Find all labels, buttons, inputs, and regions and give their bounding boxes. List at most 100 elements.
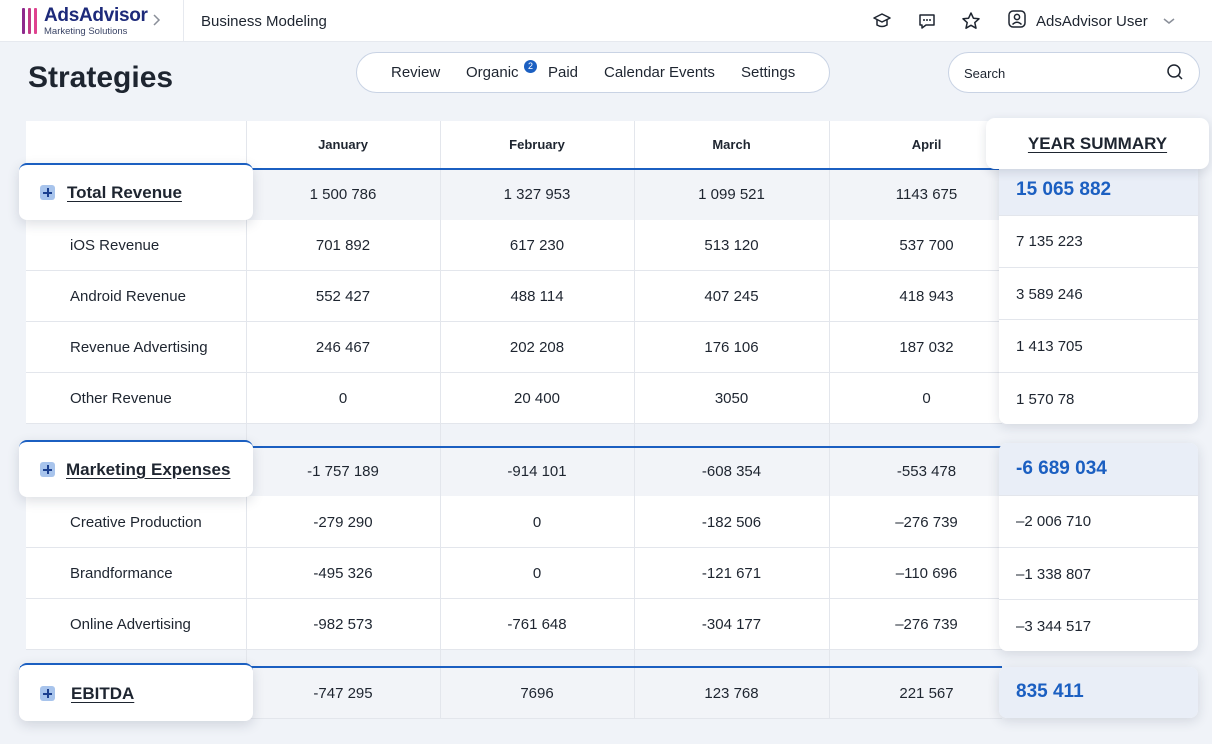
table-cell: 513 120 [704,237,759,254]
summary-value: 7 135 223 [1016,233,1083,250]
table-cell: -747 295 [313,685,373,702]
year-summary-label[interactable]: YEAR SUMMARY [1027,134,1168,153]
column-header-january[interactable]: January [318,137,368,152]
star-icon[interactable] [960,10,982,32]
page-title: Strategies [28,61,174,94]
search-input[interactable] [964,63,1154,83]
row-label: Brandformance [70,565,173,582]
breadcrumb-chevron-icon [152,12,166,30]
group-gap [26,424,1002,446]
table-cell: 1 099 521 [698,186,765,203]
table-cell: -304 177 [701,616,762,633]
user-name: AdsAdvisor User [1036,12,1148,30]
row-label: Online Advertising [70,616,191,633]
table-cell: –276 739 [895,514,958,531]
year-summary-header[interactable]: YEAR SUMMARY [986,118,1209,169]
summary-value: 1 570 78 [1016,391,1075,408]
logo-subtitle: Marketing Solutions [44,25,128,37]
table-cell: 537 700 [899,237,954,254]
table-cell: -121 671 [701,565,762,582]
row-divider [26,321,1002,322]
top-bar: AdsAdvisor Marketing Solutions Business … [0,0,1212,42]
summary-value: 3 589 246 [1016,286,1083,303]
strategy-table [26,121,1002,719]
tab-paid[interactable]: Paid [548,64,579,81]
topbar-divider [183,0,184,42]
table-cell: -553 478 [896,463,957,480]
table-cell: 552 427 [315,288,371,305]
search-icon[interactable] [1165,62,1185,82]
table-cell: 246 467 [315,339,371,356]
group-separator [20,666,1002,668]
row-label: iOS Revenue [70,237,160,254]
group-title[interactable]: EBITDA [71,684,135,703]
chat-icon[interactable] [916,10,938,32]
row-divider [26,649,1002,650]
user-menu[interactable]: AdsAdvisor User [1007,9,1176,33]
row-label: Creative Production [70,514,202,531]
table-cell: -608 354 [701,463,762,480]
summary-value: –2 006 710 [1016,513,1092,530]
summary-total: 15 065 882 [1016,179,1112,200]
column-divider [246,121,247,719]
row-divider [26,718,1002,719]
group-header-total-revenue[interactable]: Total Revenue [19,163,253,220]
summary-total: -6 689 034 [1016,458,1107,479]
table-cell: 488 114 [510,288,564,305]
user-icon [1007,9,1027,34]
table-cell: 0 [922,390,931,407]
table-cell: 3050 [714,390,749,407]
table-cell: 407 245 [704,288,759,305]
group-header-ebitda[interactable]: EBITDA [19,663,253,721]
group-title[interactable]: Marketing Expenses [66,460,231,479]
breadcrumb-current-page[interactable]: Business Modeling [201,13,327,30]
chevron-down-icon [1162,16,1176,26]
tab-review[interactable]: Review [391,64,441,81]
table-cell: 123 768 [704,685,759,702]
expand-plus-icon[interactable] [40,462,55,477]
table-cell: 1 500 786 [309,186,377,203]
column-header-march[interactable]: March [712,137,751,152]
table-cell: 701 892 [315,237,371,254]
table-cell: 187 032 [899,339,954,356]
table-cell: 7696 [520,685,554,702]
column-header-april[interactable]: April [911,137,942,152]
table-cell: 418 943 [899,288,954,305]
graduation-cap-icon[interactable] [871,10,893,32]
tab-organic[interactable]: Organic [466,64,519,81]
table-cell: -914 101 [507,463,567,480]
app-logo[interactable]: AdsAdvisor Marketing Solutions [22,6,148,36]
group-title[interactable]: Total Revenue [67,183,182,202]
strategy-tabs: Review Organic Paid Calendar Events Sett… [356,52,830,93]
year-summary-ebitda: 835 411 [999,667,1198,718]
row-divider [26,372,1002,373]
row-divider [26,270,1002,271]
column-header-february[interactable]: February [509,137,565,152]
summary-value: –3 344 517 [1016,618,1092,635]
row-divider [26,598,1002,599]
group-gap [26,650,1002,666]
logo-name: AdsAdvisor [44,4,148,26]
tab-calendar-events[interactable]: Calendar Events [604,64,715,81]
column-divider [634,121,635,719]
row-label: Revenue Advertising [70,339,208,356]
table-cell: –110 696 [895,565,958,582]
table-cell: -761 648 [507,616,567,633]
group-separator [20,446,1002,448]
year-summary-marketing-expenses: -6 689 034 –2 006 710 –1 338 807 –3 344 … [999,443,1198,651]
table-cell: -982 573 [313,616,373,633]
row-label: Other Revenue [70,390,172,407]
expand-plus-icon[interactable] [40,185,55,200]
row-label: Android Revenue [70,288,186,305]
organic-count-badge: 2 [524,60,537,73]
expand-plus-icon[interactable] [40,686,55,701]
table-cell: 0 [532,514,542,531]
table-cell: 617 230 [509,237,565,254]
table-cell: 0 [338,390,348,407]
tab-settings[interactable]: Settings [741,64,796,81]
table-cell: -279 290 [313,514,373,531]
table-cell: 202 208 [509,339,565,356]
column-divider [829,121,830,719]
year-summary-total-revenue: 15 065 882 7 135 223 3 589 246 1 413 705… [999,162,1198,424]
group-header-marketing-expenses[interactable]: Marketing Expenses [19,440,253,497]
